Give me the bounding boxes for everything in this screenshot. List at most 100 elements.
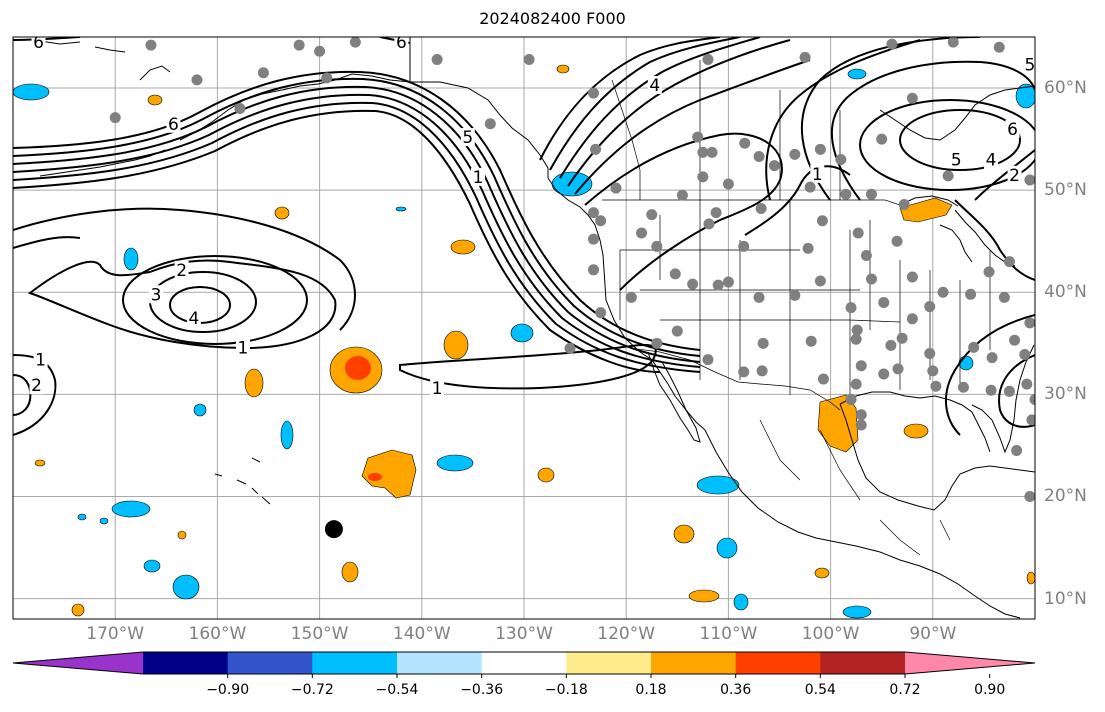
contour-label: 5 bbox=[951, 151, 962, 171]
colorbar-segment bbox=[143, 652, 229, 674]
negative-anomaly-area bbox=[172, 574, 200, 600]
station-dot bbox=[676, 189, 688, 201]
station-dot bbox=[927, 365, 939, 377]
station-dot bbox=[191, 74, 203, 86]
station-dot bbox=[852, 227, 864, 239]
contour-line bbox=[954, 199, 1035, 281]
station-dot bbox=[850, 333, 862, 345]
contour-label: 4 bbox=[649, 76, 660, 96]
station-dot bbox=[587, 87, 599, 99]
positive-anomaly-area bbox=[177, 530, 187, 540]
station-dot bbox=[625, 291, 637, 303]
contour-label: 2 bbox=[1009, 166, 1020, 186]
contour-line bbox=[13, 374, 32, 416]
colorbar-segment bbox=[227, 652, 313, 674]
colorbar-segment bbox=[820, 652, 906, 674]
contour-label-background bbox=[33, 350, 48, 369]
station-dot bbox=[753, 150, 765, 162]
positive-anomaly-area bbox=[673, 524, 695, 544]
station-dot bbox=[1024, 174, 1035, 186]
longitude-label: 110°W bbox=[699, 624, 758, 644]
colorbar bbox=[12, 651, 1036, 678]
latitude-label: 20°N bbox=[1044, 486, 1087, 507]
positive-anomaly-area bbox=[556, 64, 570, 74]
negative-anomaly-area bbox=[436, 454, 474, 472]
gulf-coast bbox=[839, 403, 1035, 511]
station-dot bbox=[739, 137, 751, 149]
negative-anomaly-area bbox=[99, 517, 109, 525]
station-dot bbox=[845, 302, 857, 314]
station-dot bbox=[293, 39, 305, 51]
contour-label-background bbox=[174, 260, 189, 279]
storm-center-dot bbox=[324, 520, 343, 539]
contour-label: 1 bbox=[812, 165, 823, 185]
positive-anomaly-core bbox=[345, 356, 371, 380]
contour-label: 3 bbox=[151, 285, 162, 305]
longitude-label: 130°W bbox=[495, 624, 553, 644]
colorbar-tick-label: −0.54 bbox=[375, 682, 419, 698]
contour-label: 1 bbox=[432, 379, 443, 399]
station-dot bbox=[993, 41, 1005, 53]
station-dot bbox=[710, 207, 722, 219]
contour-label-background bbox=[186, 308, 201, 327]
hawaiian-islands bbox=[214, 457, 271, 505]
alaska-west-coast bbox=[39, 40, 171, 81]
station-dot bbox=[349, 37, 361, 48]
alaska-coast bbox=[409, 37, 557, 191]
contour-label-background bbox=[31, 37, 46, 52]
station-dot bbox=[590, 143, 602, 155]
station-dot bbox=[768, 160, 780, 172]
contour-line bbox=[899, 109, 1021, 171]
station-dot bbox=[646, 209, 658, 221]
baja-california bbox=[647, 351, 701, 443]
station-dot bbox=[687, 278, 699, 290]
contour-line bbox=[559, 37, 761, 179]
hudson-bay bbox=[879, 85, 1035, 141]
station-dot bbox=[855, 419, 867, 431]
positive-anomaly-area bbox=[537, 467, 555, 483]
florida-coast bbox=[971, 344, 1035, 454]
station-dot bbox=[145, 39, 157, 51]
station-dot bbox=[234, 102, 246, 114]
coastlines bbox=[39, 37, 1035, 619]
contour-line bbox=[27, 259, 337, 350]
latitude-label: 30°N bbox=[1044, 384, 1087, 405]
station-dot bbox=[692, 131, 704, 143]
station-dot bbox=[851, 324, 863, 336]
mexico-state-borders bbox=[759, 419, 951, 556]
station-dot bbox=[722, 178, 734, 190]
colorbar-segment bbox=[735, 652, 821, 674]
negative-anomaly-area bbox=[143, 559, 161, 573]
colorbar-segment bbox=[651, 652, 737, 674]
contour-line bbox=[744, 165, 851, 236]
contour-label: 6 bbox=[33, 33, 44, 53]
negative-anomaly-area bbox=[280, 420, 294, 450]
station-dot bbox=[805, 335, 817, 347]
map-frame bbox=[12, 36, 1036, 620]
colorbar-tick-label: 0.90 bbox=[974, 682, 1006, 698]
station-dot bbox=[835, 154, 847, 166]
contour-label: 2 bbox=[176, 261, 187, 281]
station-dot bbox=[1024, 490, 1035, 502]
station-dot bbox=[886, 38, 898, 50]
station-dot bbox=[896, 332, 908, 344]
canada-us-border bbox=[602, 199, 901, 206]
positive-anomaly-area bbox=[903, 423, 929, 439]
positive-anomaly-area bbox=[688, 589, 720, 603]
station-dot bbox=[804, 181, 816, 193]
station-dot bbox=[755, 203, 767, 215]
station-dot bbox=[722, 276, 734, 288]
colorbar-min-extension bbox=[13, 652, 143, 674]
station-dot bbox=[109, 112, 121, 124]
longitude-label: 160°W bbox=[188, 624, 247, 644]
longitude-label: 120°W bbox=[597, 624, 656, 644]
station-dot bbox=[1011, 445, 1023, 457]
station-dot bbox=[799, 51, 811, 63]
colorbar-tick-label: −0.36 bbox=[460, 682, 504, 698]
contour-line bbox=[13, 85, 701, 363]
contour-line bbox=[13, 236, 81, 249]
station-dot bbox=[906, 271, 918, 283]
longitude-label: 140°W bbox=[392, 624, 451, 644]
station-dot bbox=[738, 240, 750, 252]
